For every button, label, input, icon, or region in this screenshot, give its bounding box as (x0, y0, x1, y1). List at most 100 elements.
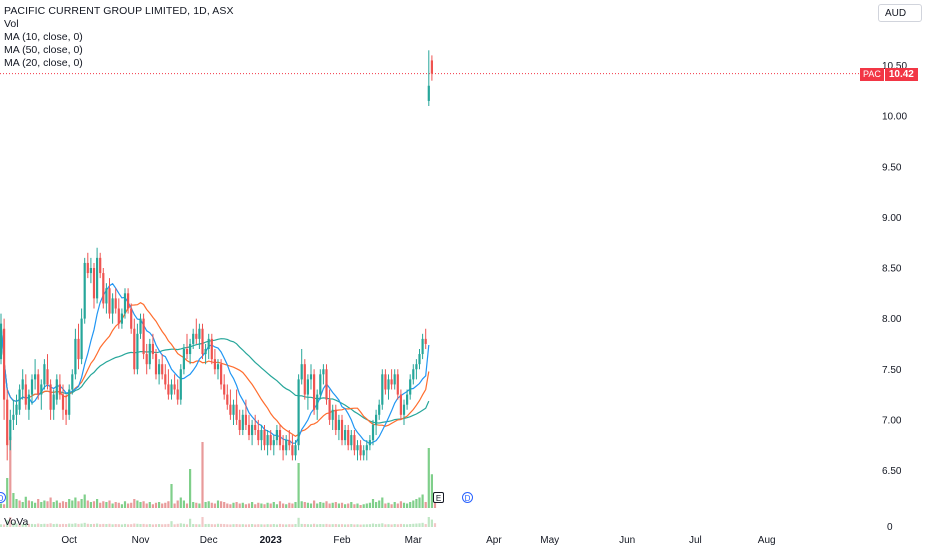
candle-body (127, 293, 130, 309)
vova-bar (127, 524, 130, 527)
volume-bar (238, 503, 241, 508)
vova-bar (325, 523, 328, 527)
volume-bar (136, 500, 139, 508)
volume-bar (148, 502, 151, 508)
volume-bar (192, 502, 195, 508)
volume-bar (375, 502, 378, 508)
vova-bar (390, 524, 393, 527)
vova-bar (424, 524, 427, 527)
candle-body (375, 414, 378, 425)
candle-body (34, 374, 37, 380)
currency-button[interactable]: AUD (878, 4, 922, 22)
vova-bar (133, 523, 136, 527)
vova-bar (350, 524, 353, 527)
indicator-ma20[interactable]: MA (20, close, 0) (4, 57, 83, 69)
volume-bar (272, 502, 275, 508)
candle-body (151, 343, 154, 355)
volume-bar (151, 504, 154, 508)
candle-body (142, 318, 145, 355)
candle-body (306, 379, 309, 395)
volume-bar (226, 503, 229, 508)
candle-body (43, 364, 46, 385)
volume-bar (30, 501, 34, 508)
candle-body (418, 354, 421, 365)
vova-bar (309, 524, 313, 527)
candle-body (396, 374, 399, 395)
candle-body (80, 318, 83, 360)
x-tick-label: Feb (333, 535, 351, 546)
vova-bar (282, 524, 285, 527)
volume-bar (328, 503, 331, 508)
candle-body (300, 364, 303, 380)
volume-bar (24, 496, 27, 508)
candle-body (254, 424, 257, 430)
candle-body (65, 409, 68, 415)
candle-body (238, 419, 241, 430)
candle-body (278, 430, 282, 446)
vova-bar (6, 520, 9, 527)
candle-body (340, 419, 344, 441)
volume-bar (130, 502, 133, 508)
price-tag-value: 10.42 (884, 68, 918, 81)
volume-bar (340, 502, 344, 508)
vova-bar (176, 523, 179, 527)
vova-bar (322, 524, 325, 527)
vova-bar (387, 524, 390, 527)
chart-title[interactable]: PACIFIC CURRENT GROUP LIMITED, 1D, ASX (4, 5, 234, 17)
candle-body (154, 354, 158, 375)
candle-body (92, 268, 96, 299)
volume-bar (260, 503, 263, 508)
volume-bar (49, 497, 52, 508)
candle-body (58, 384, 61, 395)
volume-bar (207, 501, 210, 508)
candle-body (272, 440, 275, 446)
volume-bar (74, 497, 77, 508)
indicator-volume[interactable]: Vol (4, 18, 19, 30)
candle-body (399, 394, 402, 415)
vova-bar (365, 524, 368, 527)
candle-body (114, 298, 117, 309)
vova-bar (167, 523, 170, 527)
vova-pane-label[interactable]: VoVa (4, 516, 29, 528)
candle-body (325, 369, 328, 400)
volume-bar (257, 502, 260, 508)
candle-body (288, 440, 291, 446)
last-price-tag: PAC 10.42 (860, 68, 918, 81)
volume-bar (108, 500, 111, 508)
candle-body (40, 384, 43, 395)
vova-bar (145, 524, 148, 527)
indicator-ma50[interactable]: MA (50, close, 0) (4, 44, 83, 56)
vova-bar (65, 524, 68, 527)
candle-body (77, 338, 80, 360)
candle-body (282, 445, 285, 451)
earnings-marker[interactable]: E (433, 492, 444, 503)
dividend-marker[interactable]: D (462, 492, 473, 503)
volume-bar (365, 503, 368, 508)
volume-bar (210, 502, 213, 508)
indicator-ma10[interactable]: MA (10, close, 0) (4, 31, 83, 43)
volume-bar (120, 504, 123, 508)
vova-bar (55, 523, 58, 527)
volume-bar (356, 503, 359, 508)
vova-bar (393, 524, 396, 527)
volume-bar (378, 500, 381, 508)
volume-axis-label: 0 (887, 522, 893, 533)
candle-body (89, 268, 92, 274)
candle-body (368, 440, 371, 446)
vova-bar (226, 524, 229, 527)
candle-body (0, 323, 3, 360)
vova-bar (21, 524, 24, 527)
candle-body (232, 404, 235, 415)
volume-bar (313, 500, 316, 508)
vova-bar (362, 524, 365, 527)
candle-body (297, 379, 300, 446)
x-tick-label: Nov (132, 535, 150, 546)
volume-bar (353, 504, 356, 508)
candle-body (21, 379, 24, 390)
volume-bar (80, 499, 83, 508)
candle-body (161, 364, 164, 375)
vova-bar (269, 524, 272, 527)
volume-bar (291, 503, 294, 508)
